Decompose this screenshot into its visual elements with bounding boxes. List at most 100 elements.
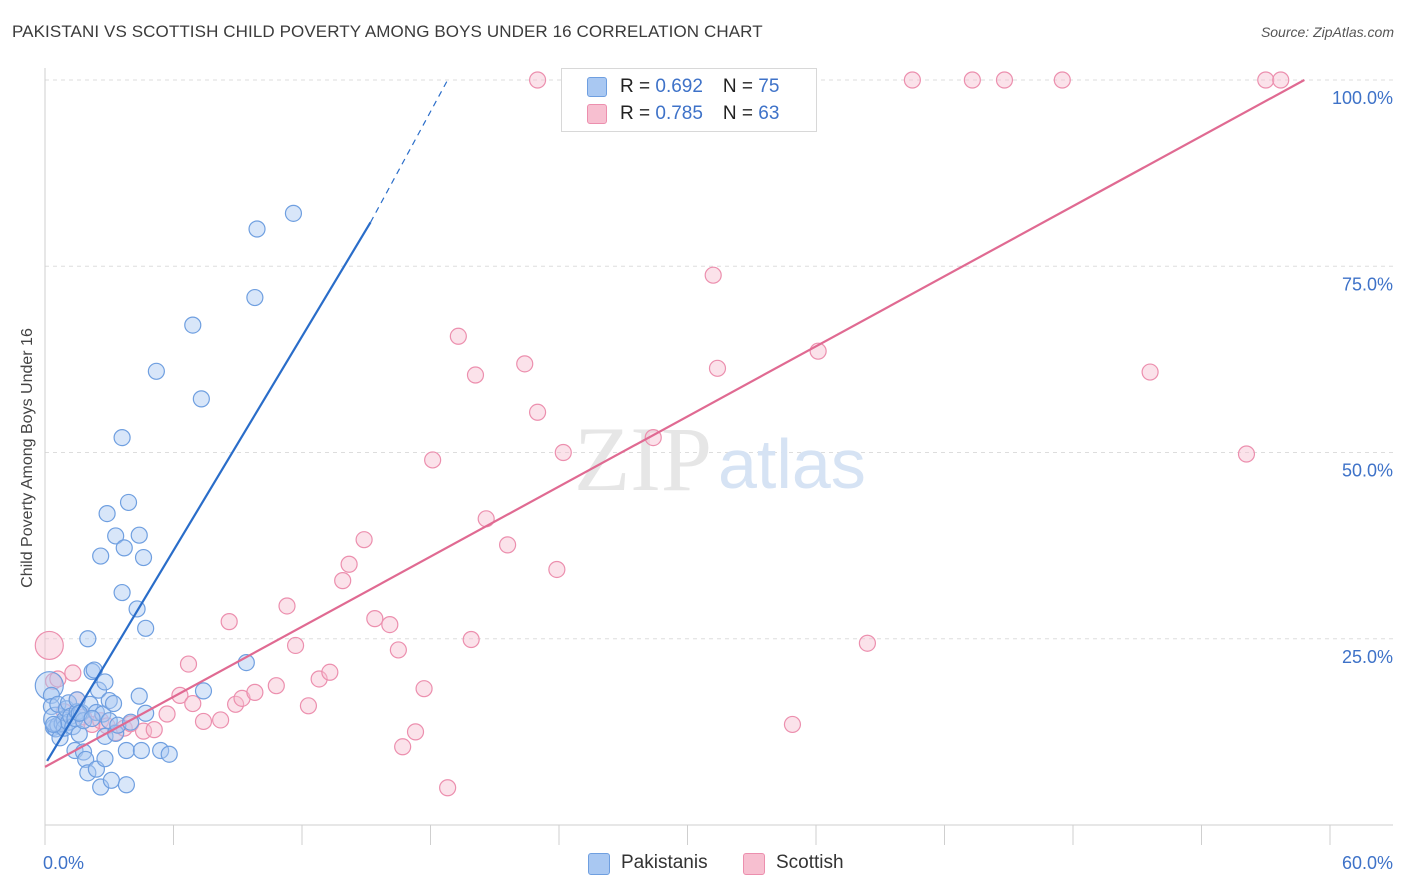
scottish-point xyxy=(466,366,485,384)
stats-legend: R = 0.692 N = 75 R = 0.785 N = 63 xyxy=(561,68,817,132)
scottish-point xyxy=(310,670,328,688)
pakistanis-point xyxy=(246,288,264,307)
scottish-point xyxy=(227,695,245,713)
pakistanis-point xyxy=(83,709,101,728)
pakistanis-point xyxy=(79,630,97,648)
pakistanis-point xyxy=(184,316,202,334)
scottish-point xyxy=(194,712,213,731)
scottish-point xyxy=(1257,71,1275,89)
pakistanis-point xyxy=(160,745,178,763)
pakistanis-point xyxy=(96,673,114,691)
pakistanis-trend-line xyxy=(46,221,372,762)
scottish-point xyxy=(415,680,433,698)
pakistanis-point xyxy=(152,741,170,760)
pakistanis-point xyxy=(104,694,123,713)
pakistanis-point xyxy=(49,695,67,713)
pakistanis-point xyxy=(134,548,153,567)
scottish-point xyxy=(708,359,727,377)
pakistanis-point xyxy=(119,493,138,512)
pakistanis-point xyxy=(115,539,133,557)
scottish-point xyxy=(1053,71,1071,89)
legend-text: R = 0.692 N = 75 xyxy=(620,76,780,97)
scottish-point xyxy=(49,670,67,688)
axes xyxy=(44,68,1393,845)
scottish-point xyxy=(220,613,238,631)
pakistanis-point xyxy=(98,504,116,523)
scottish-point xyxy=(64,664,82,682)
scottish-point xyxy=(424,451,442,469)
scottish-point xyxy=(389,641,407,659)
scottish-point xyxy=(278,597,296,615)
pakistanis-point xyxy=(130,526,148,544)
scottish-point xyxy=(406,723,425,741)
pakistanis-point xyxy=(248,220,266,238)
scottish-point xyxy=(394,738,412,756)
pakistanis-point xyxy=(107,527,125,545)
scottish-point xyxy=(145,721,163,739)
pakistanis-point xyxy=(132,741,150,760)
pakistanis-point xyxy=(79,764,97,782)
scottish-point xyxy=(858,634,877,652)
pakistanis-point xyxy=(194,682,213,700)
scottish-point xyxy=(321,663,339,681)
scottish-point xyxy=(179,655,198,673)
scottish-point xyxy=(439,779,457,797)
scottish-point xyxy=(1272,71,1290,89)
tick-labels: 25.0% 50.0% 75.0% 100.0% 0.0% 60.0% xyxy=(43,88,1393,873)
trend-lines xyxy=(44,79,1305,768)
scottish-point xyxy=(554,443,572,462)
scottish-point xyxy=(1237,445,1256,463)
scottish-point xyxy=(334,572,352,590)
scottish-point xyxy=(212,711,230,729)
chart-title: PAKISTANI VS SCOTTISH CHILD POVERTY AMON… xyxy=(12,22,763,41)
x-tick-label: 60.0% xyxy=(1342,853,1393,873)
scottish-point xyxy=(783,715,802,734)
scottish-point xyxy=(462,630,480,649)
pakistanis-point xyxy=(92,778,110,796)
scottish-points xyxy=(34,71,1290,797)
pakistanis-point xyxy=(102,771,120,789)
pakistanis-swatch xyxy=(588,853,610,875)
scottish-point xyxy=(299,697,318,715)
scottish-point xyxy=(995,71,1014,89)
scottish-trend-line xyxy=(44,79,1305,768)
legend-text: R = 0.785 N = 63 xyxy=(620,103,780,124)
pakistanis-point xyxy=(96,750,114,768)
y-tick-label: 75.0% xyxy=(1342,274,1393,294)
pakistanis-point xyxy=(147,362,165,380)
pakistanis-trend-extension xyxy=(370,79,449,223)
pakistanis-swatch xyxy=(587,77,607,97)
pakistanis-point xyxy=(130,687,148,705)
scottish-point xyxy=(340,555,358,573)
pakistanis-point xyxy=(192,390,210,408)
pakistanis-point xyxy=(34,671,64,701)
pakistanis-point xyxy=(117,776,135,794)
scottish-point xyxy=(704,266,722,284)
scottish-point xyxy=(528,71,547,89)
scottish-point xyxy=(267,677,285,695)
pakistanis-point xyxy=(92,547,110,565)
scottish-swatch xyxy=(743,853,765,875)
y-tick-label: 25.0% xyxy=(1342,647,1393,667)
scottish-point xyxy=(449,327,467,345)
scottish-point xyxy=(499,536,517,554)
pakistanis-point xyxy=(70,725,88,743)
scottish-point xyxy=(1141,363,1159,381)
watermark-atlas: atlas xyxy=(718,425,866,503)
y-tick-label: 100.0% xyxy=(1332,88,1393,108)
scottish-point xyxy=(548,560,566,579)
y-tick-label: 50.0% xyxy=(1342,461,1393,481)
legend-label: Scottish xyxy=(776,852,844,873)
scottish-point xyxy=(355,531,373,549)
watermark-zip: ZIP xyxy=(574,408,712,510)
scottish-point xyxy=(903,71,921,89)
pakistanis-point xyxy=(137,619,155,637)
pakistanis-point xyxy=(137,704,155,722)
scottish-point xyxy=(366,610,384,628)
pakistanis-point xyxy=(70,704,88,722)
scottish-swatch xyxy=(587,104,607,124)
pakistanis-point xyxy=(117,741,135,760)
scottish-point xyxy=(286,636,305,655)
legend-label: Pakistanis xyxy=(621,852,708,873)
